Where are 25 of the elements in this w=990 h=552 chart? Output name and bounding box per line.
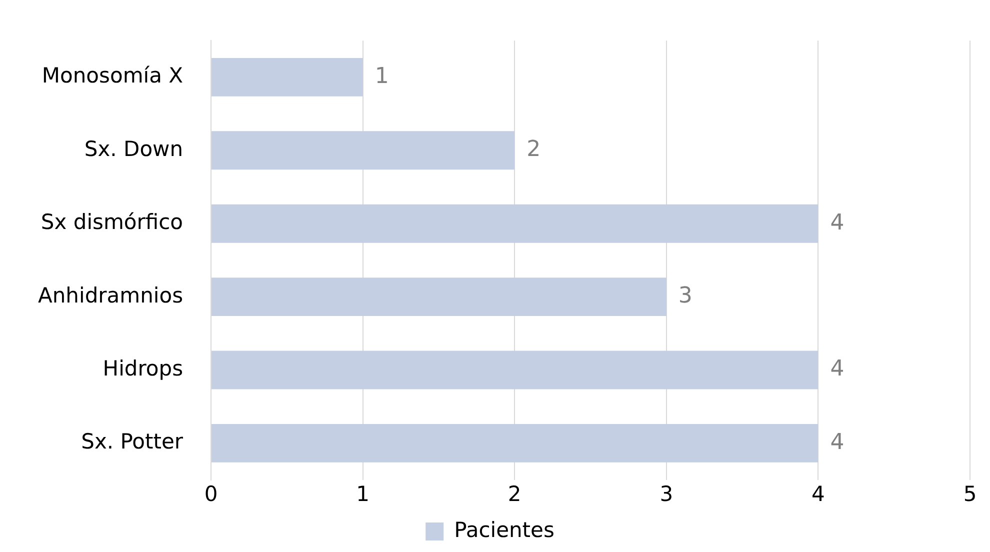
legend-label: Pacientes: [454, 518, 554, 542]
bar: [212, 424, 818, 462]
x-tick-label: 4: [812, 482, 825, 506]
data-label: 4: [830, 430, 844, 455]
bar: [212, 350, 818, 390]
x-tick-label: 0: [204, 482, 218, 506]
bar: [212, 131, 515, 170]
y-tick-label: Hidrops: [102, 356, 184, 380]
data-label: 2: [526, 137, 541, 162]
data-label: 4: [830, 210, 844, 236]
x-tick-label: 1: [356, 482, 370, 506]
data-label: 3: [678, 284, 692, 309]
x-tick-label: 2: [508, 482, 522, 506]
bar: [212, 204, 818, 243]
bar: [212, 58, 363, 96]
y-tick-label: Sx. Down: [84, 136, 184, 161]
y-tick-label: Anhidramnios: [38, 283, 184, 308]
y-tick-label: Sx dismórfico: [40, 210, 184, 234]
y-tick-label: Sx. Potter: [81, 430, 184, 454]
y-tick-label: Monosomía X: [42, 64, 184, 88]
x-tick-label: 5: [963, 482, 977, 506]
data-label: 1: [374, 64, 389, 89]
x-tick-label: 3: [660, 482, 674, 506]
data-label: 4: [830, 356, 844, 382]
bar: [212, 278, 666, 316]
